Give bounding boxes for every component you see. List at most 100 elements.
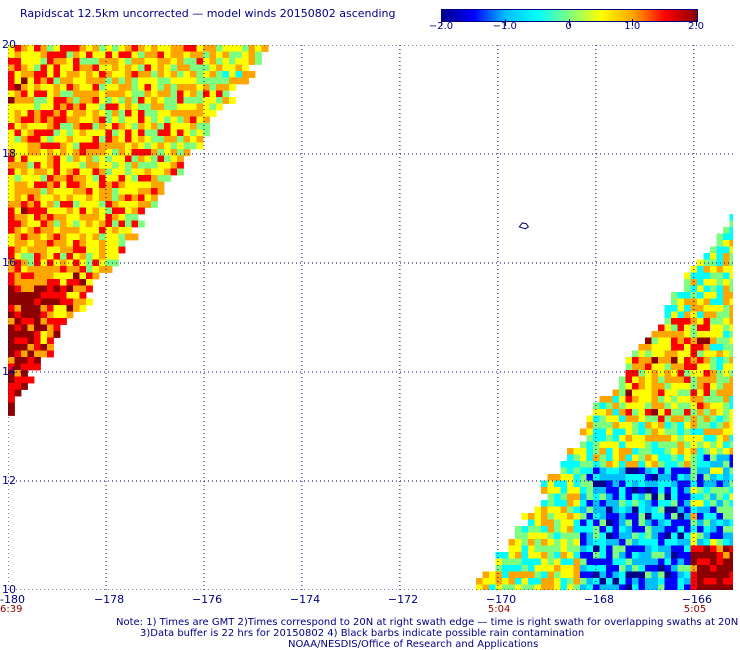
wind-cell [619,435,626,442]
wind-cell [645,474,652,481]
wind-cell [638,402,646,410]
wind-cell [8,207,15,215]
wind-cell [638,344,646,351]
wind-cell [14,272,22,280]
wind-cell [47,298,54,306]
wind-cell [183,136,191,143]
wind-cell [671,539,678,546]
wind-cell [703,376,711,384]
wind-cell [47,110,54,117]
wind-cell [151,201,158,208]
wind-cell [27,285,35,293]
wind-cell [729,214,733,221]
wind-cell [729,305,733,312]
wind-cell [638,428,646,436]
wind-cell [235,58,243,65]
wind-cell [606,448,613,455]
wind-cell [651,448,659,455]
wind-cell [105,149,113,156]
wind-cell [697,584,704,590]
wind-cell [619,376,626,384]
wind-cell [593,474,600,481]
wind-cell [92,220,100,228]
wind-cell [651,363,659,371]
wind-cell [79,58,87,65]
wind-cell [573,513,581,520]
wind-cell [60,103,67,111]
wind-cell [34,357,41,364]
wind-cell [697,532,704,540]
wind-cell [235,45,243,52]
wind-cell [716,435,724,442]
wind-cell [125,155,132,163]
wind-cell [729,552,733,559]
wind-cell [619,493,626,501]
wind-cell [170,51,178,59]
wind-cell [606,493,613,501]
wind-cell [593,500,600,507]
wind-cell [716,487,724,494]
wind-cell [151,123,158,130]
wind-cell [716,558,724,566]
wind-cell [697,539,704,546]
wind-cell [664,363,672,371]
wind-cell [8,240,15,247]
wind-cell [21,116,28,124]
colorbar-tick [441,19,442,26]
wind-cell [47,266,54,273]
wind-cell [60,305,67,312]
wind-cell [677,480,685,488]
wind-cell [99,266,106,273]
wind-cell [476,584,483,590]
wind-cell [8,116,15,124]
wind-cell [99,136,106,143]
wind-cell [677,493,685,501]
wind-cell [632,402,639,410]
wind-cell [638,519,646,527]
wind-cell [99,233,106,241]
wind-cell [671,526,678,533]
wind-cell [697,526,704,533]
wind-cell [34,90,41,98]
wind-cell [658,487,665,494]
wind-cell [99,246,106,254]
wind-cell [606,402,613,410]
colorbar-tick-label: −2.0 [428,21,454,32]
wind-cell [34,162,41,169]
longitude-label: −166 [681,593,713,606]
wind-cell [138,175,145,182]
wind-cell [99,259,106,267]
wind-cell [73,227,80,234]
wind-cell [658,337,665,345]
wind-cell [170,64,178,72]
wind-cell [118,214,126,221]
wind-cell [34,45,41,52]
wind-cell [8,220,15,228]
wind-cell [515,545,522,553]
wind-cell [697,298,704,306]
wind-cell [125,90,132,98]
wind-cell [138,123,145,130]
wind-cell [671,337,678,345]
wind-cell [502,571,509,579]
wind-cell [723,376,730,384]
wind-cell [697,422,704,429]
wind-cell [79,90,87,98]
wind-cell [716,415,724,423]
wind-cell [710,474,717,481]
wind-cell [619,389,626,397]
wind-cell [729,220,733,228]
wind-cell [716,266,724,273]
wind-cell [593,519,600,527]
wind-cell [60,311,67,319]
wind-cell [105,246,113,254]
wind-cell [27,201,35,208]
wind-cell [560,578,568,585]
wind-cell [138,77,145,85]
wind-cell [47,181,54,189]
wind-cell [53,77,61,85]
wind-cell [703,331,711,338]
wind-cell [593,584,600,590]
wind-cell [567,513,574,520]
wind-cell [86,227,93,234]
